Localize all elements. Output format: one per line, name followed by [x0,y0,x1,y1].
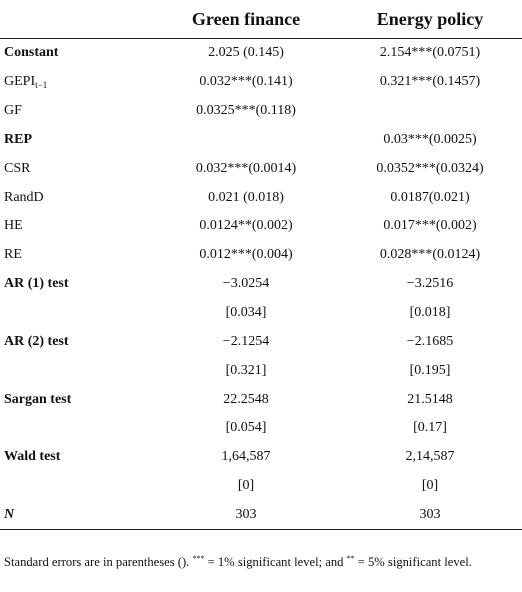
cell-energy-policy: [0.018] [409,305,451,321]
cell-energy-policy: [0.195] [409,362,451,378]
table-row: AR (2) test −2.1254 −2.1685 [0,327,522,356]
table-row: AR (1) test −3.0254 −3.2516 [0,270,522,299]
row-label [0,414,154,443]
row-label-text: Sargan test [4,391,72,407]
cell-green-finance: 0.012***(0.004) [199,247,293,263]
row-label-text: CSR [4,160,31,176]
table-row: N 303 303 [0,500,522,531]
table-row: REP 0.03***(0.0025) [0,126,522,155]
cell-green-finance: 1,64,587 [221,449,271,465]
cell-green-finance: [0.054] [225,420,267,436]
row-label-text: REP [4,131,32,147]
table-row: Wald test 1,64,587 2,14,587 [0,443,522,472]
cell-energy-policy [338,97,522,126]
footnote-sup-2: ** [346,554,355,563]
table-header-row: Green finance Energy policy [0,0,522,39]
cell-green-finance: 0.032***(0.0014) [195,160,297,176]
table-footnote: Standard errors are in parentheses (). *… [0,549,516,572]
row-label: AR (1) test [0,270,154,299]
table-row: [0.321] [0.195] [0,356,522,385]
cell-energy-policy: [0] [421,478,439,494]
cell-green-finance: 0.0124**(0.002) [199,218,293,234]
row-label: GF [0,97,154,126]
row-label-text: AR (1) test [4,276,69,292]
row-label [0,299,154,328]
row-label-text: HE [4,218,23,234]
cell-energy-policy: 0.017***(0.002) [383,218,477,234]
cell-energy-policy: 21.5148 [407,391,453,407]
row-label-text: Constant [4,45,59,61]
row-label-text: Wald test [4,449,61,465]
table-row: GEPIt−1 0.032***(0.141) 0.321***(0.1457) [0,68,522,97]
cell-energy-policy: 2,14,587 [405,449,455,465]
row-label-subscript: t−1 [35,80,48,91]
footnote-sup-1: *** [192,554,205,563]
table-row: HE 0.0124**(0.002) 0.017***(0.002) [0,212,522,241]
cell-green-finance: 0.032***(0.141) [199,74,293,90]
table-row: RandD 0.021 (0.018) 0.0187(0.021) [0,183,522,212]
row-label-text: RandD [4,189,44,205]
regression-table: Green finance Energy policy Constant 2.02… [0,0,522,531]
table-body: Constant 2.025 (0.145) 2.154***(0.0751) GEP… [0,39,522,531]
row-label: AR (2) test [0,327,154,356]
row-label-text: GEPI [4,74,36,90]
table-row: [0.034] [0.018] [0,299,522,328]
row-label: RandD [0,183,154,212]
header-empty-cell [0,0,154,39]
header-energy-policy: Energy policy [338,0,522,39]
row-label: GEPIt−1 [0,68,154,97]
cell-energy-policy: 0.0352***(0.0324) [376,160,484,176]
cell-green-finance: [0.321] [225,362,267,378]
cell-green-finance [154,126,338,155]
footnote-text-2: = 1% significant level; and [204,555,347,569]
cell-green-finance: 303 [154,500,338,531]
cell-green-finance: 2.025 (0.145) [208,45,284,61]
row-label: REP [0,126,154,155]
row-label: Constant [0,39,154,68]
table-row: [0] [0] [0,472,522,501]
row-label-text: N [4,506,15,522]
table-row: CSR 0.032***(0.0014) 0.0352***(0.0324) [0,154,522,183]
cell-green-finance: 0.021 (0.018) [208,189,284,205]
row-label: N [0,500,154,531]
row-label [0,472,154,501]
cell-energy-policy: 0.0187(0.021) [390,189,470,205]
table-row: Sargan test 22.2548 21.5148 [0,385,522,414]
cell-energy-policy: −2.1685 [406,333,454,349]
cell-energy-policy: 2.154***(0.0751) [379,45,481,61]
cell-energy-policy: [0.17] [413,420,447,436]
row-label: CSR [0,154,154,183]
cell-energy-policy: 303 [338,500,522,531]
cell-energy-policy: 0.028***(0.0124) [379,247,481,263]
cell-energy-policy: −3.2516 [406,276,454,292]
cell-green-finance: [0] [237,478,255,494]
row-label: Sargan test [0,385,154,414]
cell-green-finance: 22.2548 [223,391,269,407]
row-label-text: RE [4,247,22,263]
cell-energy-policy: 0.03***(0.0025) [383,131,477,147]
table-row: RE 0.012***(0.004) 0.028***(0.0124) [0,241,522,270]
table-row: Constant 2.025 (0.145) 2.154***(0.0751) [0,39,522,68]
table-row: [0.054] [0.17] [0,414,522,443]
row-label-text: GF [4,103,22,119]
cell-green-finance: −3.0254 [222,276,270,292]
cell-green-finance: [0.034] [225,305,267,321]
row-label: HE [0,212,154,241]
row-label: Wald test [0,443,154,472]
cell-green-finance: 0.0325***(0.118) [196,103,296,119]
cell-energy-policy: 0.321***(0.1457) [379,74,481,90]
header-green-finance: Green finance [154,0,338,39]
cell-green-finance: −2.1254 [222,333,270,349]
table-row: GF 0.0325***(0.118) [0,97,522,126]
footnote-text-1: Standard errors are in parentheses (). [4,555,193,569]
row-label: RE [0,241,154,270]
row-label-text: AR (2) test [4,333,69,349]
row-label [0,356,154,385]
footnote-text-3: = 5% significant level. [354,555,472,569]
